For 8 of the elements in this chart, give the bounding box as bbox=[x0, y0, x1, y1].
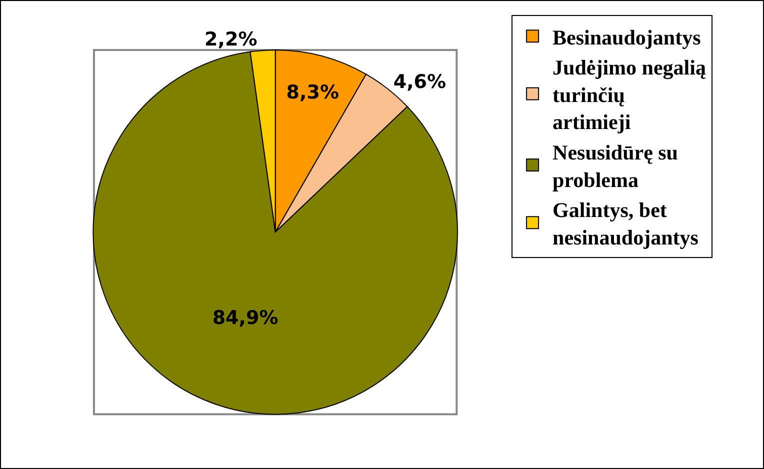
data-label: 4,6% bbox=[393, 71, 446, 94]
legend-label: Judėjimo negalią turinčių artimieji bbox=[552, 56, 706, 134]
data-label: 84,9% bbox=[212, 307, 278, 330]
legend-label: Nesusidūrę su problema bbox=[552, 140, 678, 192]
legend-label: Galintys, bet nesinaudojantys bbox=[552, 198, 698, 250]
data-label: 2,2% bbox=[204, 28, 258, 51]
data-label: 8,3% bbox=[286, 81, 339, 104]
legend-label: Besinaudojantys bbox=[552, 25, 701, 50]
